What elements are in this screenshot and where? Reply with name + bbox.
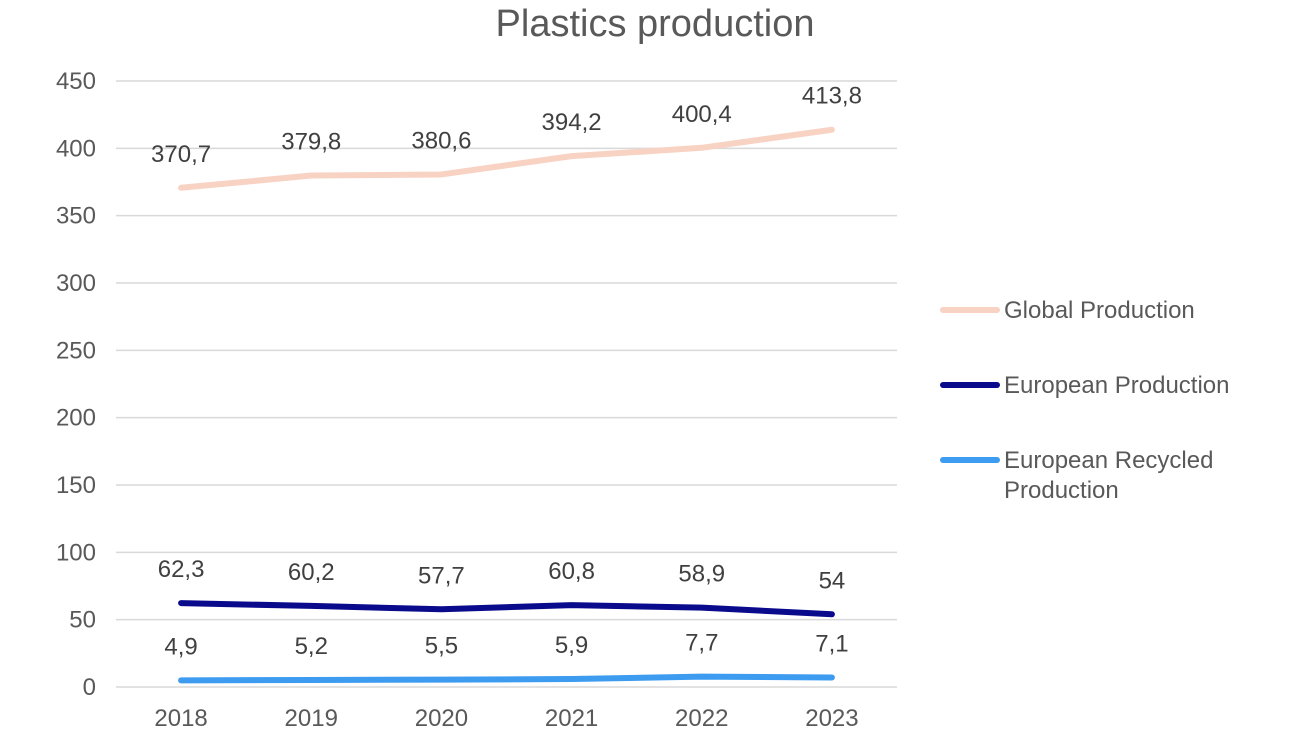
legend-label: Global Production	[1004, 297, 1195, 324]
data-label: 7,7	[685, 630, 718, 657]
series-line-1	[178, 600, 835, 618]
legend: Global Production European Production Euro…	[940, 297, 1230, 504]
y-tick-label: 350	[56, 203, 96, 230]
x-tick-label: 2021	[545, 705, 598, 731]
y-axis-ticks: 0 50 100 150 200 250 300 350 400 450	[56, 68, 96, 701]
data-label: 58,9	[678, 561, 725, 588]
data-label: 413,8	[802, 83, 862, 110]
x-tick-label: 2020	[415, 705, 468, 731]
data-label: 7,1	[815, 630, 848, 657]
data-label: 400,4	[672, 101, 732, 128]
data-label: 4,9	[164, 633, 197, 660]
data-label: 379,8	[281, 129, 341, 156]
data-label: 394,2	[542, 109, 602, 136]
series-line-0	[178, 126, 835, 191]
data-label: 54	[819, 567, 846, 594]
data-label: 5,9	[555, 632, 588, 659]
y-tick-label: 100	[56, 539, 96, 566]
legend-label: European Production	[1004, 372, 1230, 399]
series-line-2	[178, 673, 835, 684]
chart-title: Plastics production	[496, 3, 815, 45]
data-labels: 370,7 379,8 380,6 394,2 400,4 413,8 62,3 60,2 57…	[151, 83, 862, 661]
legend-label: European Recycled	[1004, 447, 1213, 474]
y-tick-label: 450	[56, 68, 96, 95]
x-tick-label: 2019	[285, 705, 338, 731]
gridlines	[116, 80, 897, 688]
y-tick-label: 150	[56, 472, 96, 499]
data-label: 60,2	[288, 559, 335, 586]
data-label: 370,7	[151, 141, 211, 168]
x-axis-ticks: 2018 2019 2020 2021 2022 2023	[154, 705, 858, 732]
x-tick-label: 2023	[805, 705, 858, 731]
y-tick-label: 0	[83, 674, 96, 701]
y-tick-label: 250	[56, 337, 96, 364]
data-label: 62,3	[158, 556, 205, 583]
y-tick-label: 200	[56, 405, 96, 432]
legend-label: Production	[1004, 477, 1119, 504]
series-lines	[178, 126, 835, 684]
legend-item: European Production	[940, 372, 1230, 399]
y-tick-label: 300	[56, 270, 96, 297]
x-tick-label: 2018	[154, 705, 207, 731]
data-label: 57,7	[418, 562, 465, 589]
x-tick-label: 2022	[675, 705, 728, 731]
legend-item: European Recycled Production	[940, 447, 1213, 504]
legend-item: Global Production	[940, 297, 1195, 324]
y-tick-label: 50	[69, 607, 96, 634]
data-label: 5,2	[295, 633, 328, 660]
data-label: 60,8	[548, 558, 595, 585]
data-label: 5,5	[425, 633, 458, 660]
data-label: 380,6	[411, 127, 471, 154]
y-tick-label: 400	[56, 135, 96, 162]
